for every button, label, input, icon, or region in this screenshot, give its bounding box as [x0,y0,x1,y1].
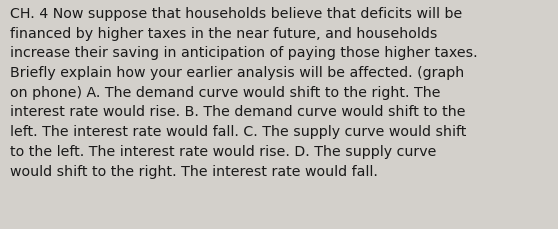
Text: CH. 4 Now suppose that households believe that deficits will be
financed by high: CH. 4 Now suppose that households believ… [10,7,478,178]
